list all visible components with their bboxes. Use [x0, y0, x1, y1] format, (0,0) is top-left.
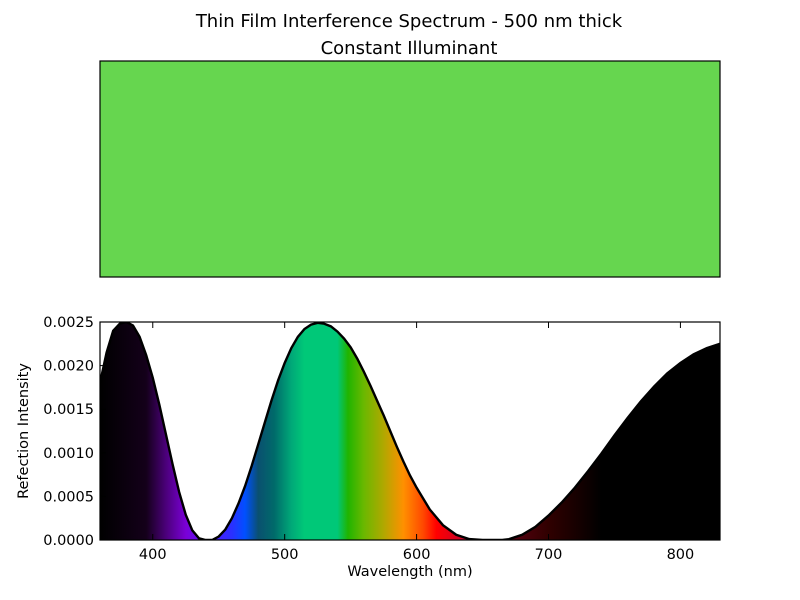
- x-tick-label: 600: [403, 547, 431, 563]
- color-swatch: [99, 60, 721, 278]
- spectrum-plot: 400 500 600 700 800 0.0000 0.0005 0.0010 0.0015…: [43, 315, 721, 563]
- y-axis-label: Refection Intensity: [16, 363, 32, 499]
- y-tick-label: 0.0025: [43, 315, 94, 331]
- y-axis: 0.0000 0.0005 0.0010 0.0015 0.0020 0.0025: [43, 315, 720, 549]
- plot-frame: [99, 321, 721, 541]
- spectrum-curve: [100, 322, 720, 540]
- x-tick-label: 700: [535, 547, 563, 563]
- y-tick-label: 0.0015: [43, 402, 94, 418]
- chart-subtitle: Constant Illuminant: [321, 38, 498, 59]
- x-tick-label: 500: [271, 547, 299, 563]
- y-tick-label: 0.0000: [43, 533, 94, 549]
- y-tick-label: 0.0020: [43, 359, 94, 375]
- x-tick-label: 800: [667, 547, 695, 563]
- y-tick-label: 0.0010: [43, 446, 94, 462]
- x-axis-label: Wavelength (nm): [347, 564, 472, 580]
- y-tick-label: 0.0005: [43, 489, 94, 505]
- x-axis: 400 500 600 700 800: [139, 322, 694, 563]
- x-tick-label: 400: [139, 547, 167, 563]
- spectrum-area: [100, 322, 720, 540]
- chart-title: Thin Film Interference Spectrum - 500 nm…: [195, 11, 623, 32]
